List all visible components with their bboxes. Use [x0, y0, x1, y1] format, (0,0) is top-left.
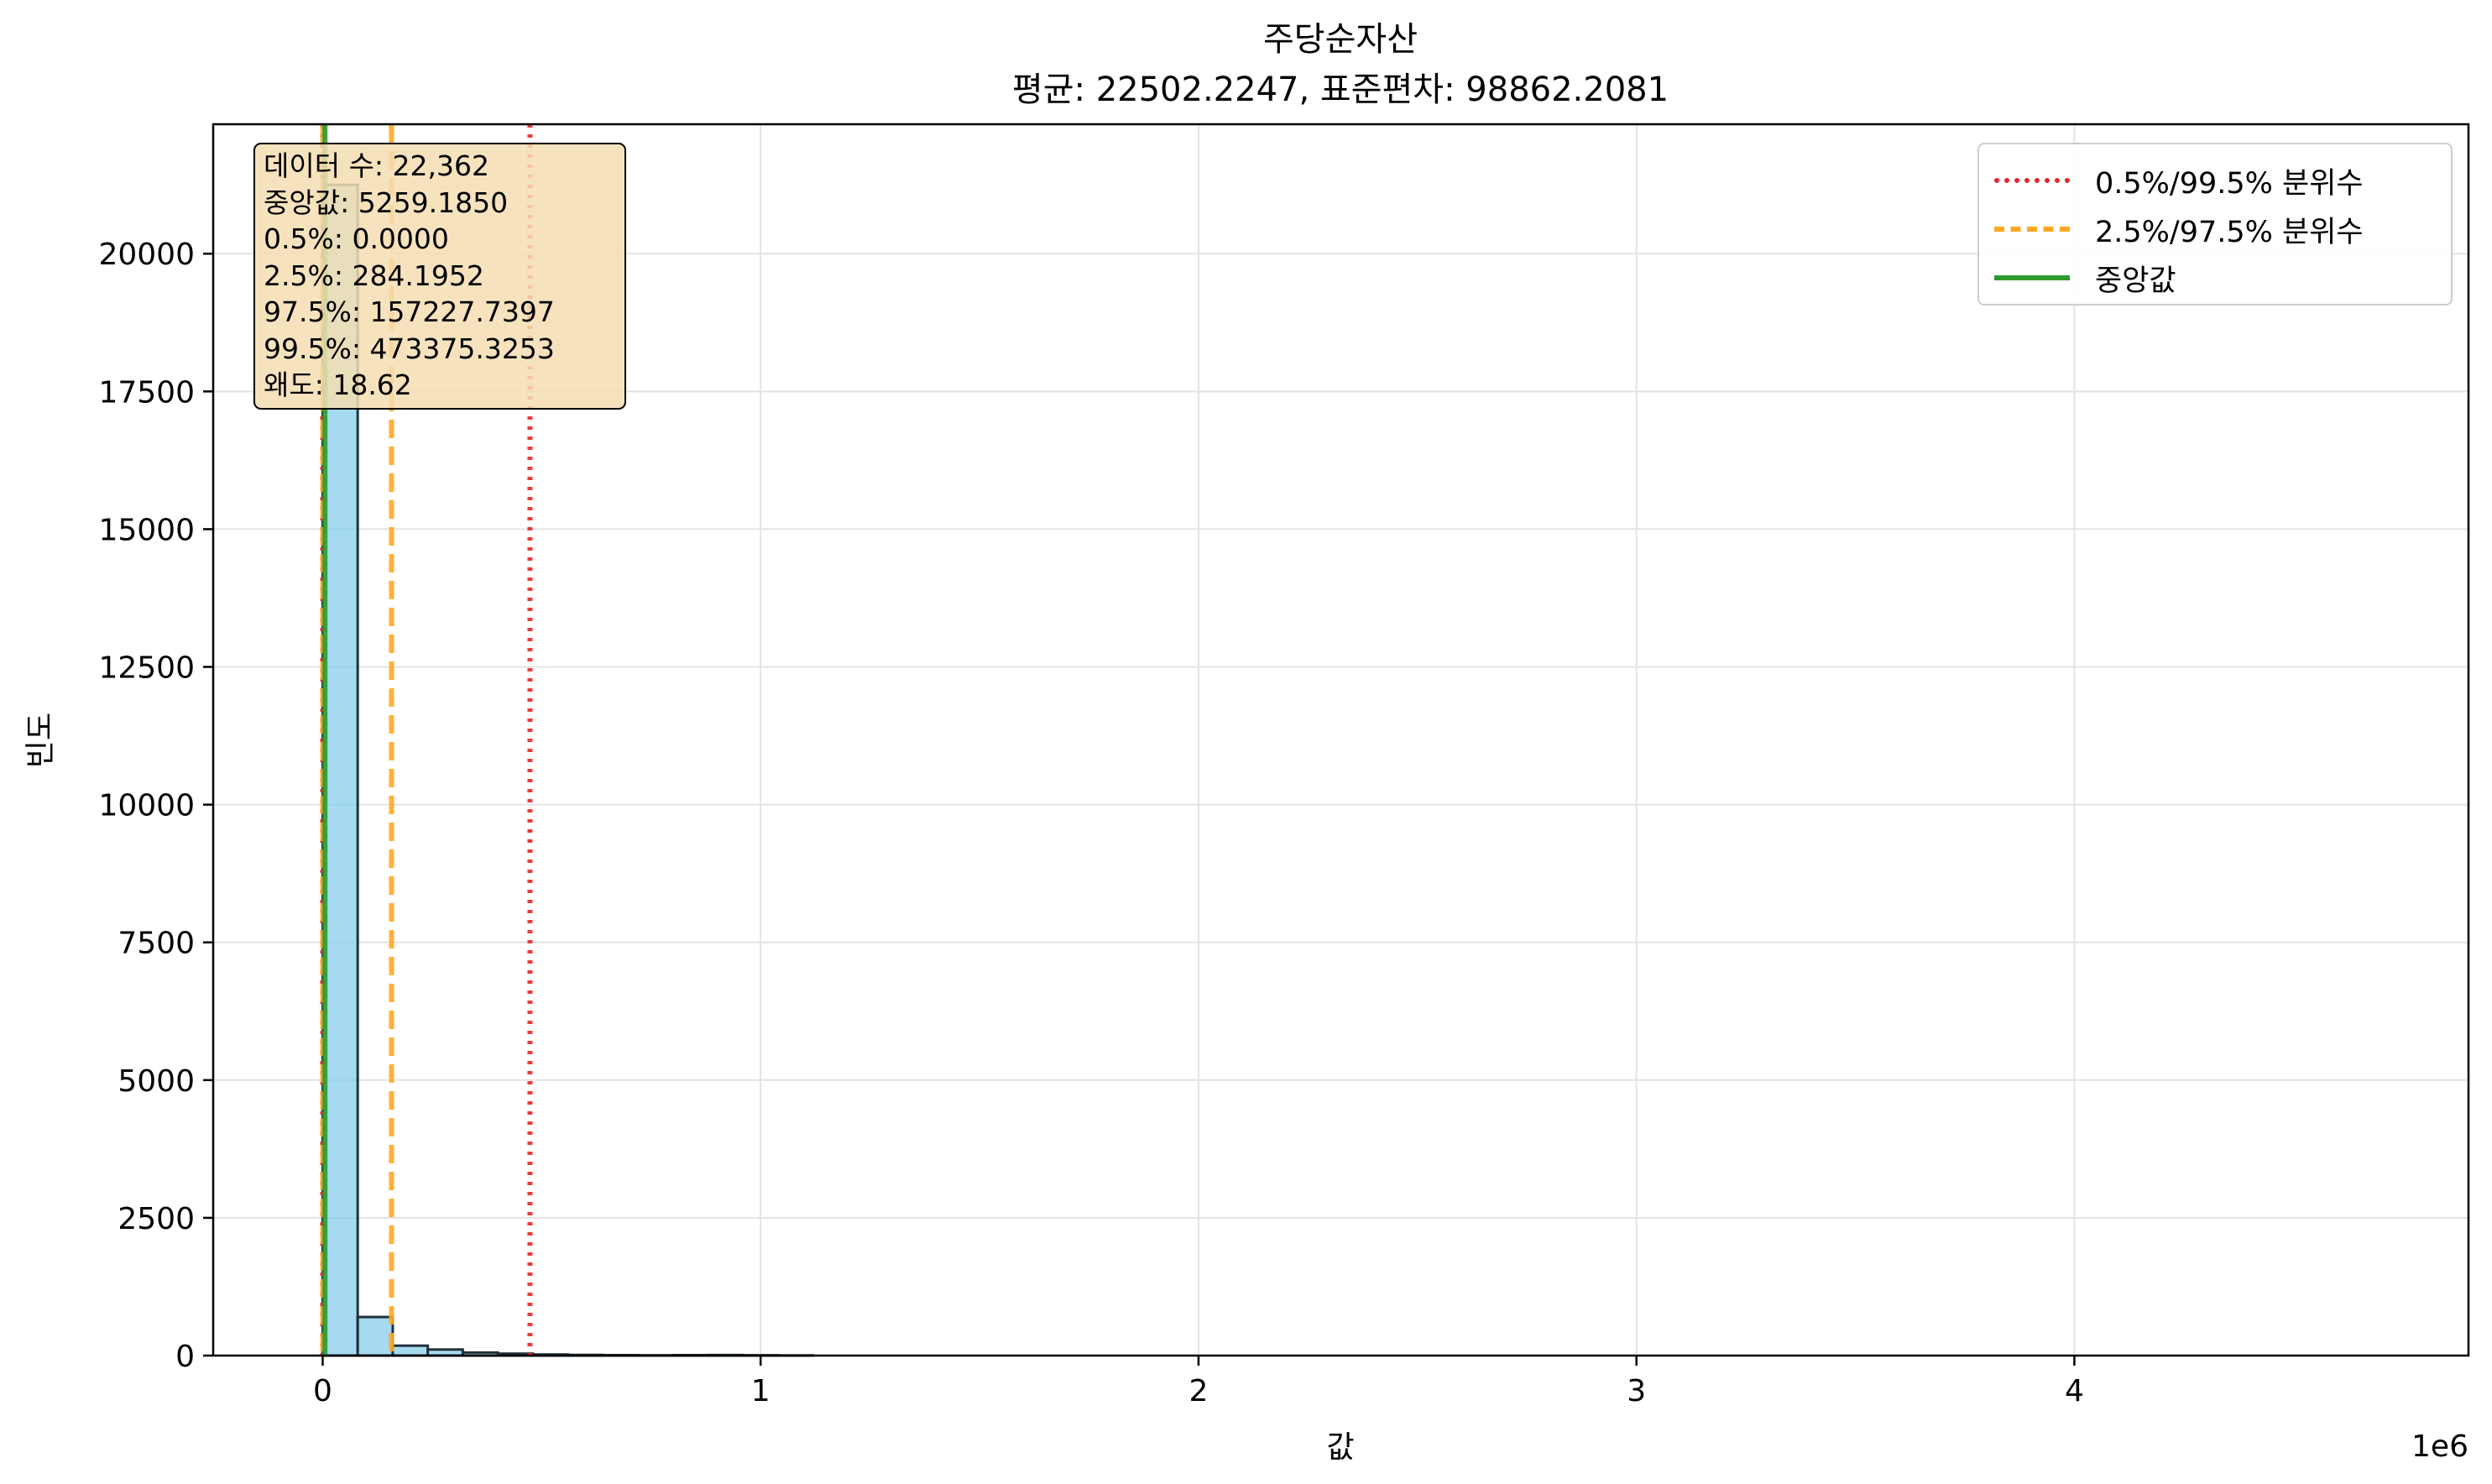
- y-tick-label: 15000: [98, 513, 195, 547]
- x-axis-label: 값: [1326, 1430, 1354, 1465]
- stat-p0-5: 0.5%: 0.0000: [264, 222, 449, 255]
- x-tick-label: 0: [313, 1374, 332, 1408]
- stat-skewness: 왜도: 18.62: [264, 368, 412, 401]
- legend-label: 0.5%/99.5% 분위수: [2095, 166, 2364, 201]
- dotted-line-swatch: [1994, 178, 2070, 183]
- y-axis-label: 빈도: [24, 713, 58, 768]
- y-tick-label: 2500: [118, 1202, 195, 1236]
- y-tick-label: 0: [175, 1340, 195, 1374]
- stat-median: 중앙값: 5259.1850: [264, 186, 509, 219]
- legend-label: 중앙값: [2095, 264, 2176, 298]
- y-tick-label: 10000: [98, 789, 195, 823]
- dashed-line-swatch: [1994, 227, 2070, 232]
- x-tick-label: 1: [751, 1374, 771, 1408]
- legend-item-median: 중앙값: [1994, 253, 2436, 302]
- y-tick-label: 17500: [98, 375, 195, 410]
- solid-line-swatch: [1994, 275, 2070, 280]
- legend-label: 2.5%/97.5% 분위수: [2095, 215, 2364, 249]
- stat-p2-5: 2.5%: 284.1952: [264, 259, 484, 292]
- y-tick-label: 20000: [98, 238, 195, 272]
- histogram-bar: [391, 1344, 430, 1357]
- stat-count: 데이터 수: 22,362: [264, 149, 490, 182]
- histogram-bar: [356, 1315, 394, 1357]
- y-tick-label: 5000: [118, 1064, 195, 1099]
- x-tick-label: 3: [1627, 1374, 1646, 1408]
- stat-p99-5: 99.5%: 473375.3253: [264, 332, 555, 365]
- legend-item-p2-5-97-5: 2.5%/97.5% 분위수: [1994, 205, 2436, 253]
- x-tick-label: 4: [2065, 1374, 2084, 1408]
- legend-item-p0-5-99-5: 0.5%/99.5% 분위수: [1994, 156, 2436, 205]
- chart-title: 주당순자산: [1263, 20, 1418, 59]
- x-axis-ticks: 0 1 2 3 4: [313, 1356, 2084, 1408]
- plot-frame: [212, 123, 2470, 1357]
- statistics-box: 데이터 수: 22,362 중앙값: 5259.1850 0.5%: 0.000…: [253, 143, 626, 410]
- stat-p97-5: 97.5%: 157227.7397: [264, 295, 555, 328]
- y-tick-label: 12500: [98, 651, 195, 686]
- y-axis-ticks: 0 2500 5000 7500 10000 12500 15000 17500 20000: [98, 238, 213, 1374]
- chart-subtitle: 평균: 22502.2247, 표준편차: 98862.2081: [1012, 71, 1669, 109]
- x-tick-label: 2: [1189, 1374, 1208, 1408]
- y-tick-label: 7500: [118, 927, 195, 961]
- legend: 0.5%/99.5% 분위수 2.5%/97.5% 분위수 중앙값: [1977, 143, 2453, 306]
- x-axis-offset-label: 1e6: [2411, 1429, 2468, 1464]
